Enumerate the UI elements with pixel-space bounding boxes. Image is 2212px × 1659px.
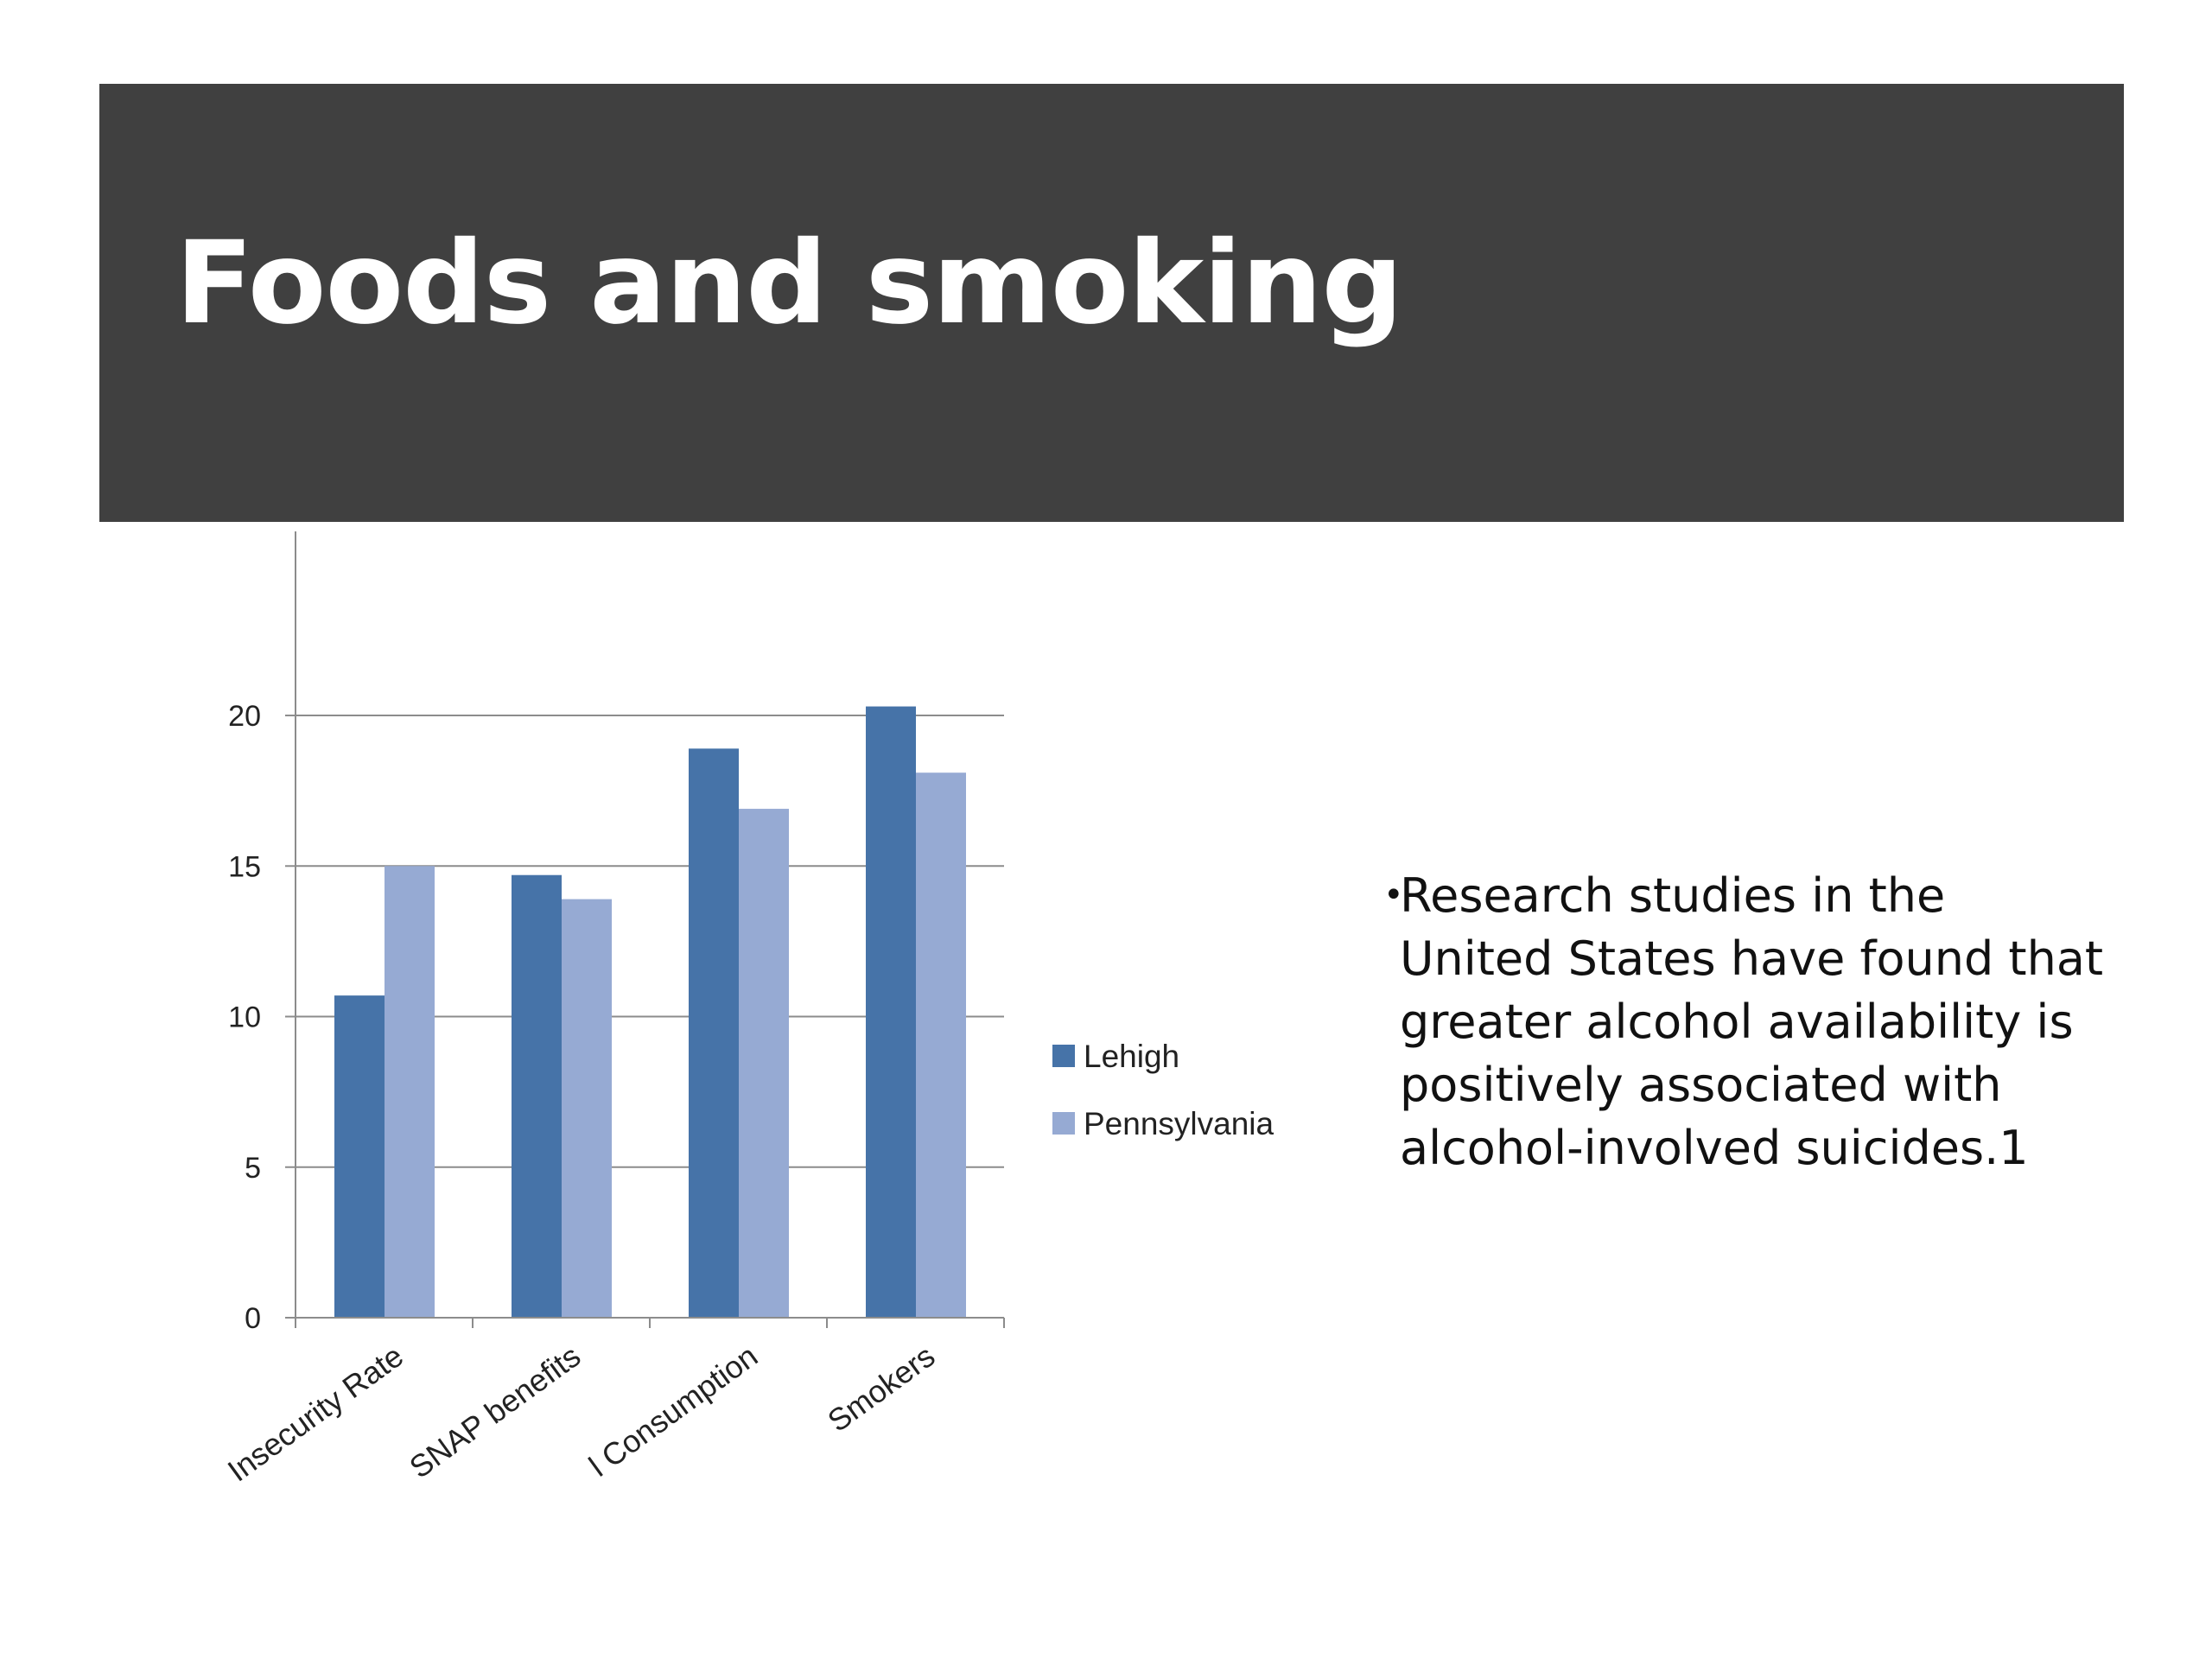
bar-lehigh-2 — [689, 748, 739, 1318]
y-tick-label: 5 — [245, 1152, 261, 1185]
legend-label: Lehigh — [1084, 1039, 1179, 1074]
chart-axes — [285, 531, 1005, 1328]
y-tick-label: 20 — [228, 700, 261, 733]
y-tick-label: 10 — [228, 1001, 261, 1034]
chart-bars — [334, 706, 966, 1318]
slide-title: Foods and smoking — [175, 217, 1403, 350]
y-tick-label: 15 — [228, 850, 261, 883]
legend-swatch — [1052, 1045, 1075, 1067]
bar-pennsylvania-1 — [562, 899, 612, 1318]
bar-lehigh-0 — [334, 995, 385, 1318]
legend-label: Pennsylvania — [1084, 1106, 1274, 1141]
bar-lehigh-1 — [512, 874, 562, 1318]
chart-legend: Lehigh Pennsylvania — [1052, 1039, 1274, 1141]
bar-pennsylvania-2 — [739, 809, 789, 1318]
category-label: SNAP benefits — [403, 1338, 587, 1484]
bullet-list: • Research studies in the United States … — [1383, 864, 2108, 1179]
category-label: Insecurity Rate — [221, 1338, 410, 1488]
bullet-icon: • — [1383, 875, 1404, 915]
bar-pennsylvania-0 — [385, 866, 435, 1318]
bullet-item: • Research studies in the United States … — [1383, 864, 2108, 1179]
bar-pennsylvania-3 — [916, 772, 966, 1318]
bullet-text: Research studies in the United States ha… — [1400, 868, 2104, 1175]
category-label: l Consumption — [582, 1338, 764, 1483]
category-label: Smokers — [821, 1338, 941, 1439]
legend-swatch — [1052, 1112, 1075, 1135]
y-tick-label: 0 — [245, 1302, 261, 1335]
bar-lehigh-3 — [866, 706, 916, 1318]
title-bar: Foods and smoking — [99, 84, 2124, 522]
chart-gridlines — [296, 715, 1004, 1168]
